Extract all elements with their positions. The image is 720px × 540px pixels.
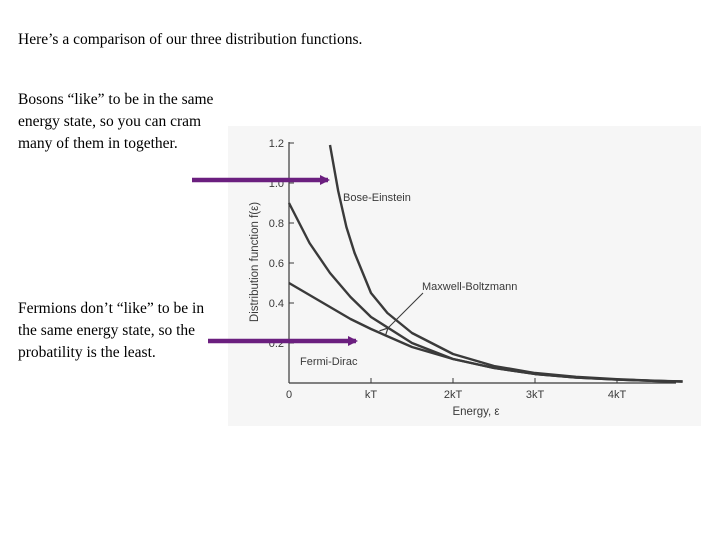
- y-tick-label: 0.4: [269, 298, 284, 310]
- x-tick-label: 4kT: [608, 389, 627, 401]
- label-bose-einstein: Bose-Einstein: [343, 192, 411, 204]
- chart-axes: [288, 142, 676, 384]
- maxwell-boltzmann-pointer: [388, 292, 424, 328]
- x-tick-label: kT: [365, 389, 378, 401]
- y-tick-label: 0.8: [269, 218, 284, 230]
- fermions-note: Fermions don’t “like” to be in the same …: [18, 300, 205, 361]
- x-tick-label: 0: [286, 389, 292, 401]
- series-line-bose-einstein: [328, 144, 683, 383]
- slide-heading: Here’s a comparison of our three distrib…: [18, 31, 363, 48]
- y-tick-label: 0.6: [269, 258, 284, 270]
- bosons-note: Bosons “like” to be in the same energy s…: [18, 91, 214, 152]
- series-line-fermi-dirac: [288, 281, 683, 383]
- y-axis-label: Distribution function f(ε): [249, 202, 261, 322]
- x-axis-label: Energy, ε: [452, 406, 499, 418]
- label-maxwell-boltzmann: Maxwell-Boltzmann: [422, 281, 517, 293]
- label-fermi-dirac: Fermi-Dirac: [300, 356, 358, 368]
- figure-panel: [228, 126, 701, 426]
- y-tick-label: 1.2: [269, 138, 284, 150]
- x-tick-label: 3kT: [526, 389, 545, 401]
- x-tick-label: 2kT: [444, 389, 463, 401]
